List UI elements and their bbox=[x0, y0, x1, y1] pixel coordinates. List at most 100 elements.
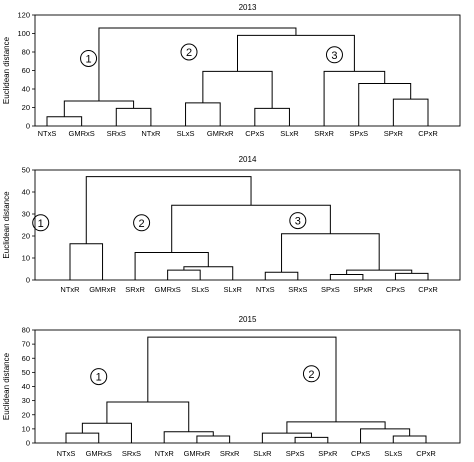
leaf-label: NTxS bbox=[38, 129, 57, 138]
y-tick-label: 10 bbox=[22, 424, 30, 433]
leaf-label: SRxS bbox=[122, 449, 141, 458]
dendrogram-link bbox=[65, 432, 100, 443]
dendrogram-link bbox=[264, 271, 299, 280]
dendrogram-link bbox=[106, 401, 190, 432]
dendrogram-link bbox=[185, 102, 221, 126]
group-marker bbox=[325, 46, 343, 64]
dendrogram-2015: 2015 Euclidean distance 0 10 20 30 40 50 60 70 8… bbox=[2, 315, 461, 458]
dendrogram-link bbox=[171, 204, 331, 253]
leaf-label: SLxS bbox=[384, 449, 402, 458]
y-tick-label: 40 bbox=[22, 188, 30, 197]
leaf-label: SLxR bbox=[253, 449, 272, 458]
dendrogram-link bbox=[254, 107, 290, 126]
leaf-label: CPxR bbox=[416, 449, 436, 458]
y-tick-label: 20 bbox=[22, 410, 30, 419]
leaf-label: SPxR bbox=[384, 129, 404, 138]
group-label: 1 bbox=[38, 218, 44, 230]
dendrogram-link bbox=[69, 243, 104, 280]
leaf-label: GMRxS bbox=[86, 449, 112, 458]
dendrogram-link bbox=[183, 266, 234, 280]
group-label: 1 bbox=[86, 53, 92, 65]
leaf-label: NTxR bbox=[60, 285, 80, 294]
dendrogram-link bbox=[394, 272, 429, 280]
dendrogram-link bbox=[147, 336, 337, 422]
group-label: 2 bbox=[186, 47, 192, 59]
group-label: 1 bbox=[96, 372, 102, 384]
leaf-label: SRxR bbox=[314, 129, 334, 138]
leaf-label: SLxR bbox=[224, 285, 243, 294]
leaf-label: NTxS bbox=[57, 449, 76, 458]
dendrogram-link bbox=[134, 252, 209, 280]
group-marker bbox=[80, 49, 98, 67]
y-axis-label: Euclidean distance bbox=[2, 36, 11, 104]
y-tick-label: 60 bbox=[22, 66, 30, 75]
group-marker bbox=[180, 43, 198, 61]
group-label: 2 bbox=[139, 218, 145, 230]
dendrogram-link bbox=[392, 98, 429, 126]
plot-frame bbox=[34, 329, 461, 444]
y-tick-label: 80 bbox=[22, 326, 30, 335]
y-axis-label: Euclidean distance bbox=[2, 191, 11, 259]
dendrogram-link bbox=[196, 435, 231, 443]
group-marker bbox=[289, 212, 307, 230]
dendrogram-link bbox=[85, 176, 252, 244]
dendrogram-link bbox=[392, 435, 427, 443]
y-tick-label: 30 bbox=[22, 396, 30, 405]
y-tick-label: 120 bbox=[17, 11, 30, 20]
dendrogram-2014: 2014 Euclidean distance 0 10 20 30 40 50 NTxR G… bbox=[2, 155, 461, 294]
y-tick-label: 0 bbox=[26, 122, 30, 131]
leaf-label: CPxR bbox=[418, 285, 438, 294]
leaf-label: GMRxS bbox=[155, 285, 181, 294]
dendrogram-link bbox=[261, 432, 312, 443]
leaf-label: SRxR bbox=[220, 449, 240, 458]
dendrogram-link bbox=[46, 116, 83, 126]
leaf-label: SPxS bbox=[349, 129, 368, 138]
y-tick-label: 0 bbox=[26, 276, 30, 285]
group-marker bbox=[32, 214, 50, 232]
leaf-label: CPxS bbox=[386, 285, 405, 294]
dendrogram-link bbox=[167, 269, 201, 280]
group-marker bbox=[302, 365, 320, 383]
y-tick-label: 100 bbox=[17, 29, 30, 38]
dendrogram-link bbox=[294, 436, 329, 443]
y-tick-label: 0 bbox=[26, 439, 30, 448]
y-tick-label: 40 bbox=[22, 85, 30, 94]
chart-title: 2013 bbox=[239, 3, 257, 12]
leaf-label: SLxR bbox=[280, 129, 299, 138]
leaf-label: SPxR bbox=[353, 285, 373, 294]
leaf-label: SLxS bbox=[191, 285, 209, 294]
plot-frame bbox=[34, 169, 461, 281]
dendrogram-2013: 2013 Euclidean distance 0 20 40 60 80 100 120 N… bbox=[2, 3, 461, 138]
dendrogram-link bbox=[329, 274, 364, 280]
dendrogram-link bbox=[98, 27, 297, 102]
dendrogram-link bbox=[163, 431, 214, 443]
dendrogram-link bbox=[115, 107, 152, 126]
y-tick-label: 20 bbox=[22, 232, 30, 241]
group-marker bbox=[90, 368, 108, 386]
leaf-label: SPxR bbox=[318, 449, 338, 458]
group-label: 3 bbox=[331, 50, 337, 62]
dendrogram-link bbox=[323, 70, 386, 126]
leaf-label: SRxS bbox=[107, 129, 126, 138]
leaf-label: SLxS bbox=[177, 129, 195, 138]
y-tick-label: 20 bbox=[22, 103, 30, 112]
dendrogram-link bbox=[286, 421, 386, 434]
chart-title: 2014 bbox=[239, 155, 257, 164]
y-tick-label: 70 bbox=[22, 340, 30, 349]
leaf-label: NTxR bbox=[155, 449, 175, 458]
leaf-label: SPxS bbox=[321, 285, 340, 294]
leaf-label: GMRxS bbox=[69, 129, 95, 138]
y-tick-label: 60 bbox=[22, 354, 30, 363]
leaf-label: SRxS bbox=[288, 285, 307, 294]
y-tick-label: 40 bbox=[22, 382, 30, 391]
y-tick-label: 80 bbox=[22, 48, 30, 57]
leaf-label: CPxS bbox=[351, 449, 370, 458]
dendrogram-link bbox=[358, 82, 412, 126]
group-label: 2 bbox=[308, 369, 314, 381]
y-tick-label: 10 bbox=[22, 254, 30, 263]
group-marker bbox=[133, 214, 151, 232]
leaf-label: GMRxR bbox=[89, 285, 116, 294]
leaf-label: CPxS bbox=[245, 129, 264, 138]
leaf-label: GMRxR bbox=[184, 449, 211, 458]
